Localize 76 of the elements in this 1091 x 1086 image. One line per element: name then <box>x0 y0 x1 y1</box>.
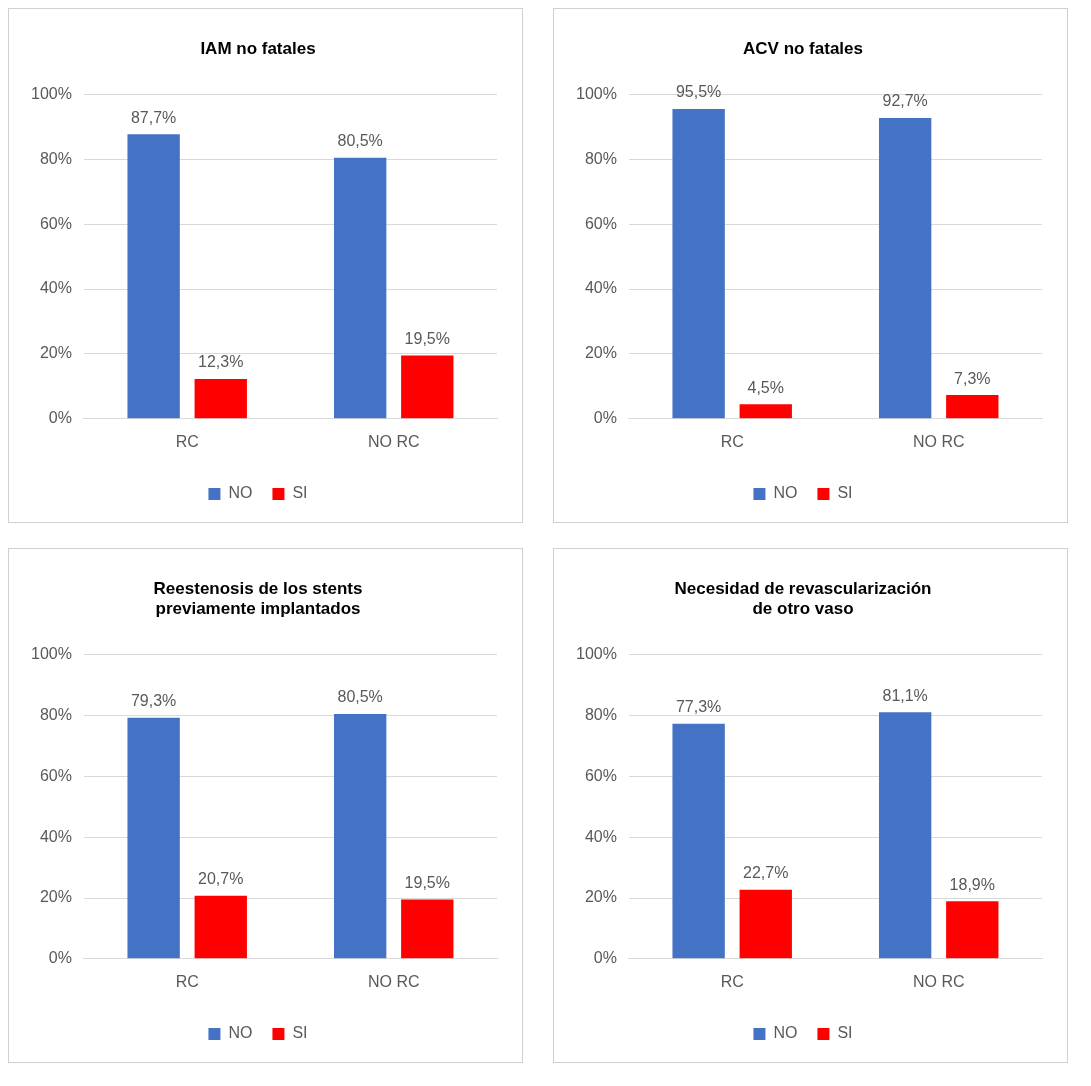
bar <box>333 714 387 959</box>
data-label: 18,9% <box>949 875 995 893</box>
y-tick-label: 80% <box>39 706 72 724</box>
x-tick-label: NO RC <box>912 432 965 450</box>
y-tick-label: 100% <box>576 84 617 102</box>
x-tick-label: NO RC <box>367 432 420 450</box>
y-tick-label: 60% <box>584 214 617 232</box>
bar <box>401 899 454 959</box>
bar <box>739 889 792 959</box>
y-tick-label: 40% <box>584 827 617 845</box>
y-tick-label: 40% <box>39 827 72 845</box>
data-label: 19,5% <box>404 873 450 891</box>
x-tick-label: NO RC <box>912 972 965 990</box>
y-tick-label: 80% <box>39 149 72 167</box>
legend-label: SI <box>292 484 308 502</box>
x-tick-label: NO RC <box>367 972 420 990</box>
y-tick-label: 40% <box>39 279 72 297</box>
legend-label: NO <box>773 1024 798 1042</box>
bar <box>946 901 999 959</box>
chart-title: IAM no fatales <box>200 38 316 58</box>
x-tick-label: RC <box>175 432 199 450</box>
y-tick-label: 100% <box>31 645 72 663</box>
chart-title: Necesidad de revascularización de otro vaso <box>674 578 932 619</box>
legend-label: SI <box>292 1024 308 1042</box>
y-tick-label: 20% <box>584 888 617 906</box>
x-tick-label: RC <box>175 972 199 990</box>
y-tick-label: 40% <box>584 279 617 297</box>
bar <box>127 134 180 419</box>
bar <box>946 395 999 419</box>
data-label: 87,7% <box>130 108 177 126</box>
legend-label: NO <box>228 484 253 502</box>
bar <box>194 895 247 959</box>
y-tick-label: 0% <box>593 409 617 427</box>
data-label: 80,5% <box>337 132 383 150</box>
data-label: 92,7% <box>882 92 928 110</box>
y-tick-label: 0% <box>593 949 617 967</box>
data-label: 20,7% <box>198 870 244 888</box>
chart-title: Reestenosis de los stents previamente implantados <box>153 578 363 619</box>
data-label: 80,5% <box>337 688 383 706</box>
bar <box>672 109 725 419</box>
legend-label: NO <box>228 1024 253 1042</box>
data-label: 95,5% <box>675 83 722 101</box>
y-tick-label: 80% <box>584 706 617 724</box>
data-label: 19,5% <box>404 329 450 347</box>
data-label: 77,3% <box>675 698 722 716</box>
data-label: 81,1% <box>882 686 928 704</box>
x-tick-label: RC <box>720 432 744 450</box>
data-label: 4,5% <box>747 378 784 396</box>
y-tick-label: 20% <box>39 344 72 362</box>
y-tick-label: 60% <box>584 766 617 784</box>
y-tick-label: 0% <box>48 949 72 967</box>
legend-label: SI <box>837 1024 853 1042</box>
bar <box>333 157 387 419</box>
y-tick-label: 100% <box>576 645 617 663</box>
chart-title: ACV no fatales <box>743 38 863 58</box>
y-tick-label: 60% <box>39 214 72 232</box>
bar <box>878 712 932 959</box>
bar <box>401 355 454 419</box>
x-tick-label: RC <box>720 972 744 990</box>
data-label: 12,3% <box>198 353 244 371</box>
bar <box>672 723 725 959</box>
bar <box>194 378 247 419</box>
legend-label: NO <box>773 484 798 502</box>
y-tick-label: 100% <box>31 84 72 102</box>
y-tick-label: 0% <box>48 409 72 427</box>
data-label: 79,3% <box>130 692 177 710</box>
bar <box>127 717 180 959</box>
y-tick-label: 80% <box>584 149 617 167</box>
legend-label: SI <box>837 484 853 502</box>
y-tick-label: 20% <box>39 888 72 906</box>
data-label: 7,3% <box>954 369 991 387</box>
bar <box>739 404 792 419</box>
data-label: 22,7% <box>743 864 789 882</box>
bar <box>878 118 932 419</box>
y-tick-label: 60% <box>39 766 72 784</box>
y-tick-label: 20% <box>584 344 617 362</box>
